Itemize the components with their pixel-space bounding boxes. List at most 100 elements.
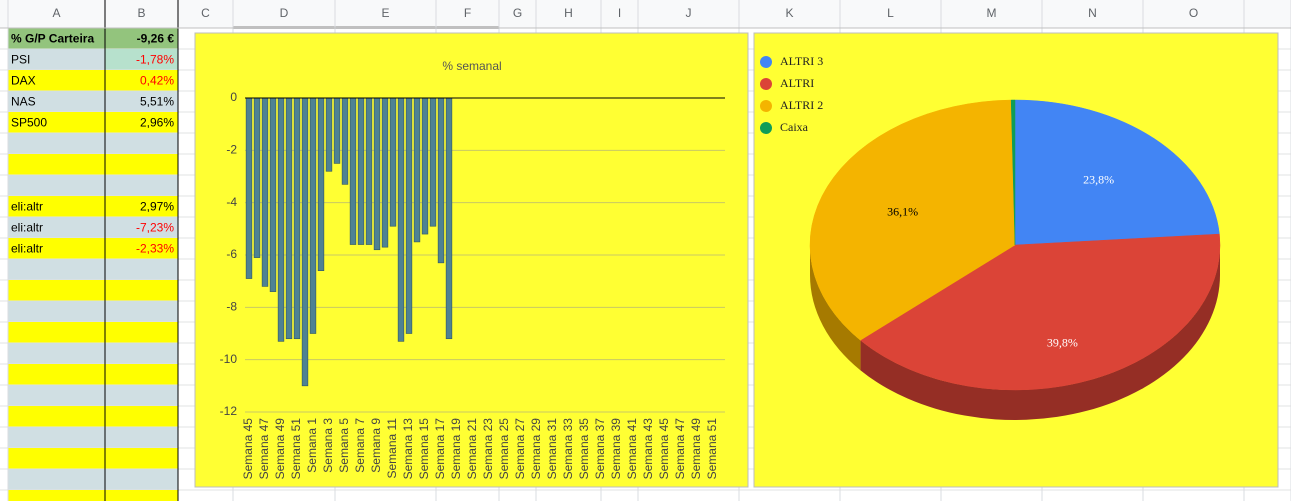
x-tick-label: Semana 31: [545, 418, 559, 480]
bar: [333, 97, 341, 164]
cell-bg: [8, 238, 105, 259]
bar: [341, 97, 349, 185]
cell-value: 2,96%: [140, 116, 174, 130]
cell-label: eli:altr: [11, 221, 43, 235]
cell-bg: [8, 259, 105, 280]
legend-label: Caixa: [780, 120, 809, 134]
column-header: F: [464, 6, 471, 20]
column-header: D: [280, 6, 289, 20]
cell-label: % G/P Carteira: [11, 32, 94, 46]
x-tick-label: Semana 51: [289, 418, 303, 480]
x-tick-label: Semana 29: [529, 418, 543, 480]
cell-bg: [105, 490, 178, 501]
cell-value: -1,78%: [136, 53, 174, 67]
column-header: J: [686, 6, 692, 20]
chart-title: % semanal: [442, 59, 501, 73]
cell-bg: [8, 448, 105, 469]
cell-value: 0,42%: [140, 74, 174, 88]
x-tick-label: Semana 27: [513, 418, 527, 480]
bar: [325, 97, 333, 172]
cell-bg: [105, 238, 178, 259]
x-tick-label: Semana 35: [577, 418, 591, 480]
bar: [357, 97, 365, 245]
y-tick-label: -2: [226, 143, 237, 157]
x-tick-label: Semana 25: [497, 418, 511, 480]
cell-value: -9,26 €: [137, 32, 175, 46]
column-header: N: [1088, 6, 1097, 20]
cell-bg: [105, 427, 178, 448]
legend-swatch: [760, 100, 772, 112]
column-header: O: [1189, 6, 1198, 20]
cell-bg: [8, 301, 105, 322]
legend-label: ALTRI 3: [780, 54, 823, 68]
x-tick-label: Semana 41: [625, 418, 639, 480]
slice: [859, 233, 1221, 391]
slice-side: [810, 245, 861, 371]
cell-bg: [105, 133, 178, 154]
cell-label: eli:altr: [11, 242, 43, 256]
x-tick-label: Semana 3: [321, 418, 335, 473]
x-tick-label: Semana 5: [337, 418, 351, 473]
cell-bg: [8, 217, 105, 238]
bar: [421, 97, 429, 235]
bar: [285, 97, 293, 340]
legend-label: ALTRI 2: [780, 98, 823, 112]
cell-bg: [105, 70, 178, 91]
cell-bg: [8, 427, 105, 448]
x-tick-label: Semana 33: [561, 418, 575, 480]
header-bg: [0, 0, 1291, 28]
bar: [365, 97, 373, 245]
cell-bg: [105, 91, 178, 112]
x-tick-label: Semana 9: [369, 418, 383, 473]
legend-label: ALTRI: [780, 76, 814, 90]
column-header: H: [564, 6, 573, 20]
x-tick-label: Semana 45: [241, 418, 255, 480]
bar: [269, 97, 277, 292]
x-tick-label: Semana 13: [401, 418, 415, 480]
column-header: B: [137, 6, 145, 20]
slice-label: 23,8%: [1083, 172, 1114, 186]
bar: [349, 97, 357, 245]
bar: [277, 97, 285, 342]
bar: [253, 97, 261, 258]
column-header: C: [201, 6, 210, 20]
y-tick-label: -6: [226, 247, 237, 261]
x-tick-label: Semana 1: [305, 418, 319, 473]
bar: [397, 97, 405, 342]
cell-bg: [105, 469, 178, 490]
y-tick-label: -8: [226, 300, 237, 314]
cell-bg: [8, 49, 105, 70]
cell-bg: [8, 343, 105, 364]
x-tick-label: Semana 15: [417, 418, 431, 480]
cell-bg: [105, 112, 178, 133]
cell-bg: [8, 469, 105, 490]
bar: [261, 97, 269, 287]
x-tick-label: Semana 21: [465, 418, 479, 480]
x-tick-label: Semana 7: [353, 418, 367, 473]
cell-bg: [105, 322, 178, 343]
column-header: K: [785, 6, 793, 20]
cell-bg: [105, 217, 178, 238]
x-tick-label: Semana 47: [257, 418, 271, 480]
bar: [437, 97, 445, 264]
bar: [413, 97, 421, 243]
x-tick-label: Semana 17: [433, 418, 447, 480]
y-tick-label: -10: [220, 352, 238, 366]
cell-bg: [8, 490, 105, 501]
cell-bg: [8, 385, 105, 406]
cell-label: eli:altr: [11, 200, 43, 214]
slice: [1010, 99, 1016, 246]
y-tick-label: 0: [230, 90, 237, 104]
y-tick-label: -12: [220, 404, 238, 418]
legend-swatch: [760, 56, 772, 68]
column-header: A: [52, 6, 60, 20]
slice-label: 39,8%: [1047, 336, 1078, 350]
cell-bg: [8, 196, 105, 217]
x-tick-label: Semana 45: [657, 418, 671, 480]
cell-bg: [105, 448, 178, 469]
y-tick-label: -4: [226, 195, 237, 209]
column-header: M: [987, 6, 997, 20]
bar: [429, 97, 437, 227]
x-tick-label: Semana 37: [593, 418, 607, 480]
x-tick-label: Semana 49: [689, 418, 703, 480]
